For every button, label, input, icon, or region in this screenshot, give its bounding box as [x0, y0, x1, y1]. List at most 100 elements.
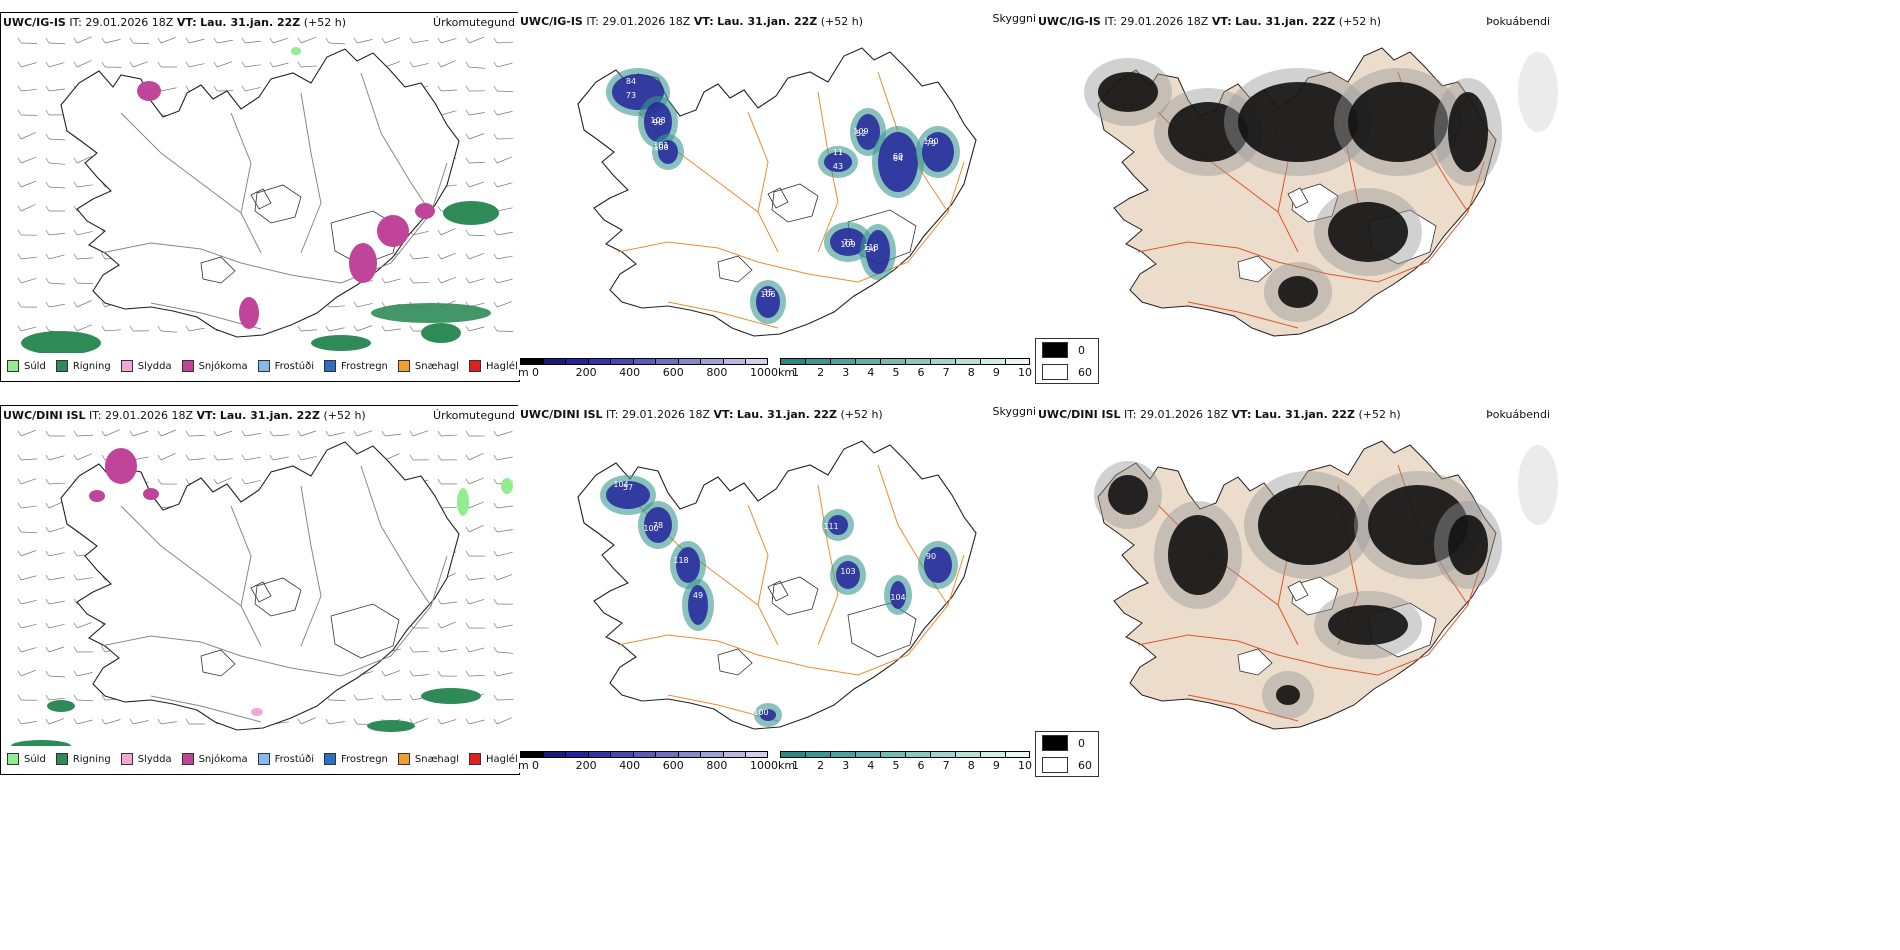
panel-title-precip: Úrkomutegund [433, 16, 515, 29]
wind-barb [496, 182, 513, 188]
wind-barb-flag [17, 109, 22, 116]
colorbar-tick: 8 [967, 759, 975, 772]
rain-area [311, 335, 371, 351]
colorbar-cell [677, 751, 701, 758]
wind-barb [328, 721, 345, 725]
wind-barb [104, 429, 120, 437]
wind-barb-flag [73, 430, 78, 437]
wind-barb [76, 434, 93, 437]
wind-barb [328, 432, 345, 437]
wind-barb [160, 36, 177, 44]
fog-index-area [1328, 605, 1408, 645]
glacier-outline [717, 255, 753, 283]
wind-barb [468, 234, 485, 237]
wind-barb [468, 524, 484, 533]
cloudbase-value: 101 [653, 141, 668, 150]
wind-barb [496, 90, 513, 93]
wind-barb-flag [45, 37, 50, 44]
wind-barb [20, 62, 37, 68]
wind-barb [468, 36, 484, 44]
wind-barb-flag [213, 85, 218, 92]
wind-barb-flag [493, 550, 498, 557]
wind-barb [440, 252, 457, 260]
wind-barb-flag [17, 622, 22, 629]
legend-item: Rigning [55, 753, 111, 765]
it-label: IT: [89, 409, 102, 422]
road-line [1187, 301, 1299, 329]
colorbar-tick: 200 [575, 759, 597, 772]
legend-label: Súld [24, 360, 46, 372]
wind-barb-flag [381, 694, 386, 701]
wind-barb-flag [213, 37, 218, 44]
glacier-outline [1237, 648, 1273, 676]
wind-barb [328, 305, 345, 308]
wind-barb-flag [101, 646, 106, 653]
colorbar-cell [1005, 358, 1030, 365]
wind-barb-flag [493, 502, 498, 509]
road-line [300, 92, 322, 254]
colorbar-cell [980, 358, 1005, 365]
panel-title-cloud: Skyggni [992, 12, 1036, 25]
fog-key-label: 60 [1078, 758, 1092, 772]
wind-barb-flag [45, 550, 50, 557]
wind-barb [440, 38, 457, 44]
wind-barb [216, 458, 233, 461]
wind-barb-flag [157, 454, 162, 461]
vt-value: Lau. 31.jan. 22Z [200, 16, 301, 29]
colorbar-cell [610, 751, 633, 758]
vt-label: VT: [1231, 408, 1252, 421]
wind-barb-flag [17, 694, 22, 701]
wind-barb-flag [45, 61, 50, 68]
wind-barb-flag [409, 37, 414, 44]
iceland-outline [577, 440, 977, 730]
colorbar-cell [632, 358, 656, 365]
wind-barb [468, 133, 485, 140]
wind-barb [496, 529, 513, 533]
wind-barb-flag [241, 454, 246, 461]
snow-area [137, 81, 161, 101]
model-name: UWC/IG-IS [1038, 15, 1101, 28]
colorbar-unit: m [518, 759, 529, 772]
colorbar-cell [655, 358, 678, 365]
wind-barb-flag [73, 550, 78, 557]
cloudbase-value: 94 [866, 245, 876, 254]
wind-barb-flag [241, 85, 246, 92]
wind-barb-flag [17, 205, 22, 212]
colorbar-tick: 9 [992, 759, 1000, 772]
wind-barb-flag [493, 133, 498, 140]
road-line [150, 695, 262, 723]
wind-barb-flag [45, 109, 50, 116]
vt-label: VT: [693, 15, 714, 28]
colorbar-tick: 0 [532, 366, 539, 379]
wind-barb-flag [437, 670, 442, 677]
wind-barb-flag [493, 301, 498, 308]
legend-swatch [7, 753, 19, 765]
wind-barb-flag [465, 253, 470, 260]
wind-barb-flag [409, 253, 414, 260]
legend-label: Frostúði [274, 753, 314, 765]
wind-barb [76, 719, 93, 725]
wind-barb-flag [437, 229, 442, 236]
wind-barb-flag [269, 37, 274, 44]
wind-barb [20, 600, 37, 605]
colorbar-cell [655, 751, 678, 758]
fog-index-area [1258, 485, 1358, 565]
wind-barb-flag [101, 61, 106, 68]
iceland-outline [60, 48, 460, 338]
wind-barb-flag [45, 301, 50, 308]
wind-barb [356, 303, 373, 308]
map-layer [1084, 47, 1558, 337]
colorbar-cell [955, 358, 980, 365]
legend-item: Frostúði [257, 753, 314, 765]
wind-barb [496, 456, 513, 461]
wind-barb-flag [73, 157, 78, 164]
wind-barb-flag [465, 574, 470, 581]
colorbar-tick: 10 [1018, 366, 1032, 379]
wind-barb-flag [17, 670, 22, 677]
wind-barb [496, 717, 512, 725]
wind-barb-flag [269, 430, 274, 437]
wind-barb [188, 435, 206, 437]
wind-barb [468, 577, 485, 581]
wind-barb-flag [17, 478, 22, 485]
wind-barb [76, 156, 92, 164]
